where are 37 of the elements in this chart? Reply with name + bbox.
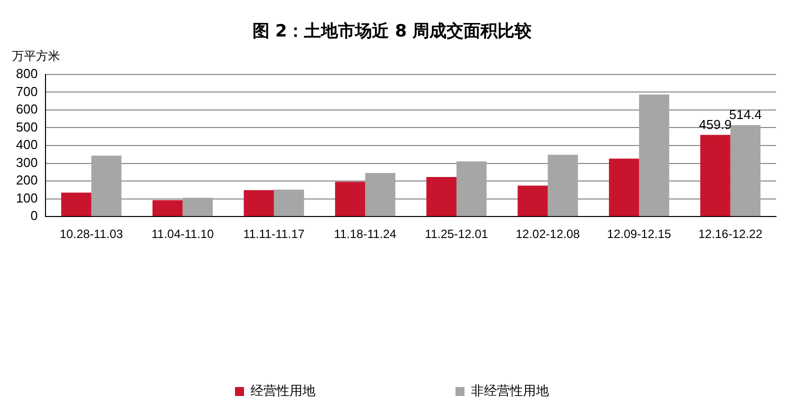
legend-label: 经营性用地 bbox=[250, 384, 316, 399]
y-axis-title: 万平方米 bbox=[12, 48, 60, 65]
x-tick-label: 11.04-11.10 bbox=[151, 227, 214, 242]
x-tick-label: 10.28-11.03 bbox=[60, 227, 124, 242]
bar bbox=[182, 198, 213, 216]
bar bbox=[456, 161, 487, 216]
bar bbox=[518, 186, 548, 216]
y-tick-label: 100 bbox=[16, 190, 38, 206]
x-tick-label: 12.02-12.08 bbox=[516, 227, 580, 242]
bar bbox=[91, 156, 122, 216]
chart-title: 图 2：土地市场近 8 周成交面积比较 bbox=[252, 22, 533, 42]
x-tick-label: 11.18-11.24 bbox=[334, 227, 397, 242]
y-tick-label: 500 bbox=[16, 119, 38, 134]
bar bbox=[335, 182, 366, 216]
bar bbox=[548, 154, 578, 216]
bar bbox=[244, 190, 274, 216]
x-tick-label: 12.16-12.22 bbox=[698, 227, 763, 242]
y-tick-label: 600 bbox=[16, 102, 38, 117]
y-tick-label: 700 bbox=[16, 84, 38, 99]
x-tick-label: 11.11-11.17 bbox=[243, 227, 305, 242]
y-tick-label: 0 bbox=[30, 208, 38, 224]
bar bbox=[700, 134, 730, 216]
bar bbox=[61, 192, 92, 216]
bar bbox=[274, 190, 304, 216]
bar bbox=[426, 176, 456, 216]
x-tick-label: 11.25-12.01 bbox=[424, 227, 488, 242]
y-tick-label: 400 bbox=[16, 137, 38, 152]
bar bbox=[608, 158, 640, 216]
bar bbox=[152, 200, 183, 216]
bar bbox=[639, 94, 670, 216]
y-tick-label: 200 bbox=[16, 172, 38, 188]
bar bbox=[365, 173, 396, 216]
bar bbox=[730, 125, 760, 216]
y-tick-label: 800 bbox=[16, 66, 38, 81]
legend-label: 非经营性用地 bbox=[471, 384, 549, 399]
x-tick-label: 12.09-12.15 bbox=[607, 227, 672, 242]
y-tick-label: 300 bbox=[16, 154, 38, 170]
